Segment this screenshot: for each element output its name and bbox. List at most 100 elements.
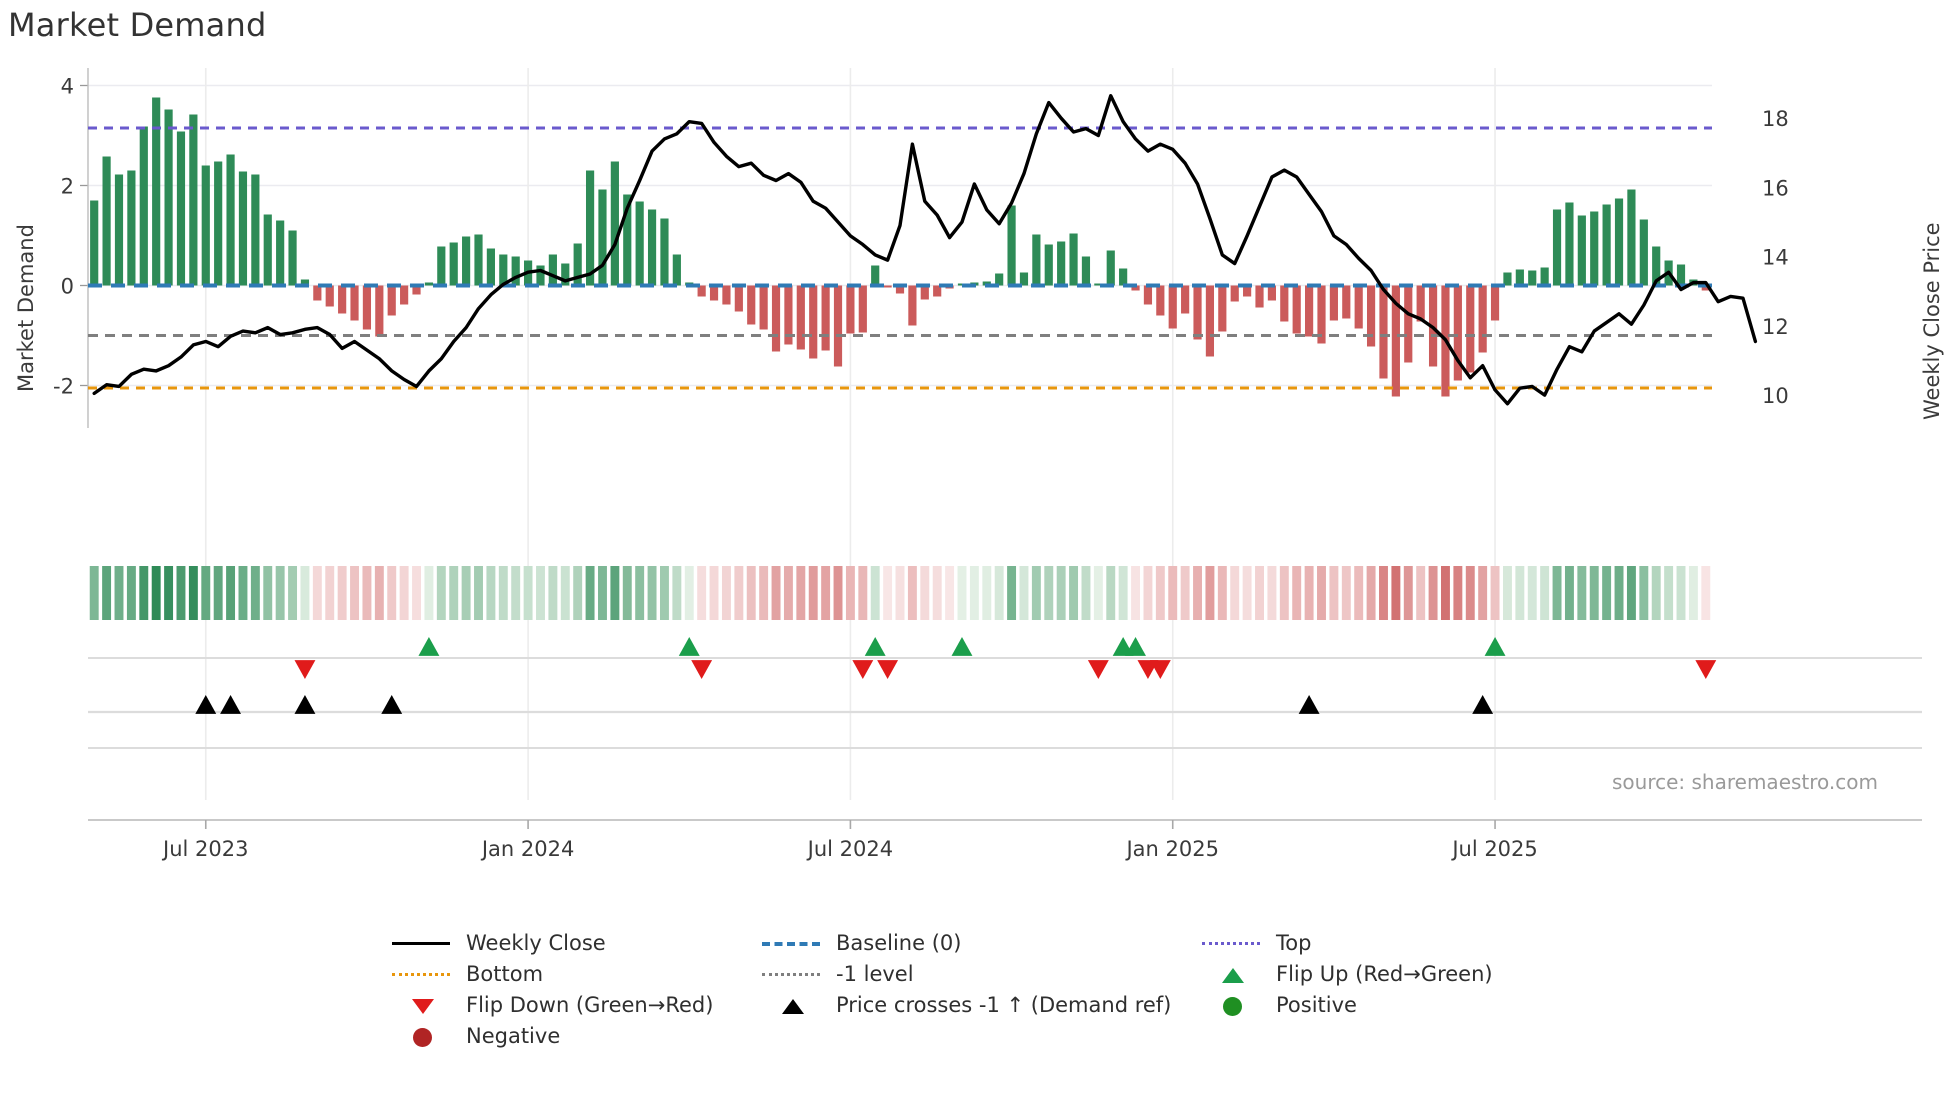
legend-label: Weekly Close xyxy=(466,931,606,955)
demand-bar xyxy=(1106,250,1115,286)
demand-bar xyxy=(1701,285,1710,291)
demand-bar xyxy=(734,285,743,312)
heat-strip-cell xyxy=(560,566,570,620)
price-cross-marker xyxy=(1298,695,1320,714)
right-axis-tick: 10 xyxy=(1762,384,1789,408)
heat-strip-cell xyxy=(1081,566,1091,620)
heat-strip-cell xyxy=(1639,566,1649,620)
heat-strip-cell xyxy=(511,566,521,620)
heat-strip-cell xyxy=(573,566,583,620)
demand-bar xyxy=(1305,285,1314,337)
demand-bar xyxy=(1652,246,1661,286)
heat-strip-cell xyxy=(1093,566,1103,620)
dotted-line-icon xyxy=(760,961,822,987)
flip-down-marker xyxy=(852,660,874,679)
heat-strip-cell xyxy=(523,566,533,620)
demand-bar xyxy=(1391,285,1400,397)
demand-bar xyxy=(995,273,1004,286)
heat-strip-cell xyxy=(1007,566,1017,620)
heat-strip-cell xyxy=(1577,566,1587,620)
demand-bar xyxy=(1205,285,1215,357)
heat-strip-cell xyxy=(1589,566,1599,620)
demand-bar xyxy=(1614,198,1624,286)
heat-strip-cell xyxy=(1329,566,1339,620)
solid-line-icon xyxy=(390,930,452,956)
demand-bar xyxy=(1354,285,1363,329)
legend-item: Price crosses -1 ↑ (Demand ref) xyxy=(760,990,1200,1020)
price-cross-marker xyxy=(381,695,403,714)
heat-strip-cell xyxy=(1056,566,1066,620)
heat-strip-cell xyxy=(895,566,905,620)
heat-strip-cell xyxy=(300,566,310,620)
demand-bar xyxy=(1019,272,1029,286)
legend-label: Negative xyxy=(466,1024,561,1048)
dotted-line-icon xyxy=(1200,930,1262,956)
legend-item: Bottom xyxy=(390,959,760,989)
heat-strip-cell xyxy=(1453,566,1463,620)
heat-strip-cell xyxy=(982,566,992,620)
legend-label: Price crosses -1 ↑ (Demand ref) xyxy=(836,993,1172,1017)
legend-glyph-shape xyxy=(782,999,804,1014)
legend-item: Top xyxy=(1200,928,1620,958)
flip-down-marker xyxy=(877,660,899,679)
heat-strip-cell xyxy=(1069,566,1079,620)
demand-bar xyxy=(1317,285,1326,344)
heat-strip-cell xyxy=(362,566,372,620)
demand-bar xyxy=(1503,272,1512,286)
legend-item: Weekly Close xyxy=(390,928,760,958)
right-axis-tick: 14 xyxy=(1762,246,1789,270)
heat-strip-cell xyxy=(548,566,558,620)
demand-bar xyxy=(858,285,867,333)
heat-strip-cell xyxy=(114,566,124,620)
demand-bar xyxy=(585,170,595,286)
demand-bar xyxy=(709,285,719,301)
legend-glyph-shape xyxy=(1202,942,1260,945)
heat-strip-cell xyxy=(1428,566,1438,620)
heat-strip-cell xyxy=(1441,566,1450,620)
demand-bar xyxy=(1552,209,1562,286)
heat-strip-cell xyxy=(969,566,979,620)
demand-bar xyxy=(883,285,892,288)
demand-bar xyxy=(1081,256,1091,286)
legend-label: Flip Up (Red→Green) xyxy=(1276,962,1493,986)
heat-strip-cell xyxy=(536,566,545,620)
heat-strip-cell xyxy=(1255,566,1264,620)
demand-bar xyxy=(908,285,917,326)
heat-strip-cell xyxy=(1701,566,1711,620)
demand-bar xyxy=(449,242,458,286)
legend-label: Bottom xyxy=(466,962,544,986)
heat-strip-cell xyxy=(1614,566,1624,620)
heat-strip-cell xyxy=(176,566,186,620)
page-title: Market Demand xyxy=(8,6,267,44)
triangle-down-icon xyxy=(390,992,452,1018)
legend-glyph-shape xyxy=(1222,968,1244,983)
heat-strip-cell xyxy=(1317,566,1326,620)
right-axis-tick: 12 xyxy=(1762,315,1789,339)
demand-bar xyxy=(176,131,186,286)
heat-strip-cell xyxy=(1664,566,1674,620)
flip-up-marker xyxy=(1125,637,1146,656)
demand-bar xyxy=(573,243,582,286)
demand-bar xyxy=(933,285,942,297)
demand-bar xyxy=(1639,219,1648,286)
heat-strip-cell xyxy=(1205,566,1215,620)
demand-bar xyxy=(511,256,520,286)
heat-strip-cell xyxy=(870,566,880,620)
left-axis-tick: 4 xyxy=(61,75,74,99)
heat-strip-cell xyxy=(932,566,942,620)
demand-bar xyxy=(350,285,359,321)
demand-bar xyxy=(338,285,347,314)
demand-bar xyxy=(313,285,322,301)
heat-strip-cell xyxy=(1143,566,1153,620)
heat-strip-cell xyxy=(672,566,682,620)
left-axis-tick: 2 xyxy=(61,175,74,199)
demand-bar xyxy=(635,201,644,286)
demand-bar xyxy=(771,285,781,352)
demand-bar xyxy=(647,209,657,286)
demand-bar xyxy=(437,246,446,286)
heat-strip-cell xyxy=(783,566,793,620)
heat-strip-cell xyxy=(1019,566,1029,620)
heat-strip-cell xyxy=(1515,566,1525,620)
heat-strip-cell xyxy=(957,566,967,620)
demand-bar xyxy=(1602,204,1611,286)
